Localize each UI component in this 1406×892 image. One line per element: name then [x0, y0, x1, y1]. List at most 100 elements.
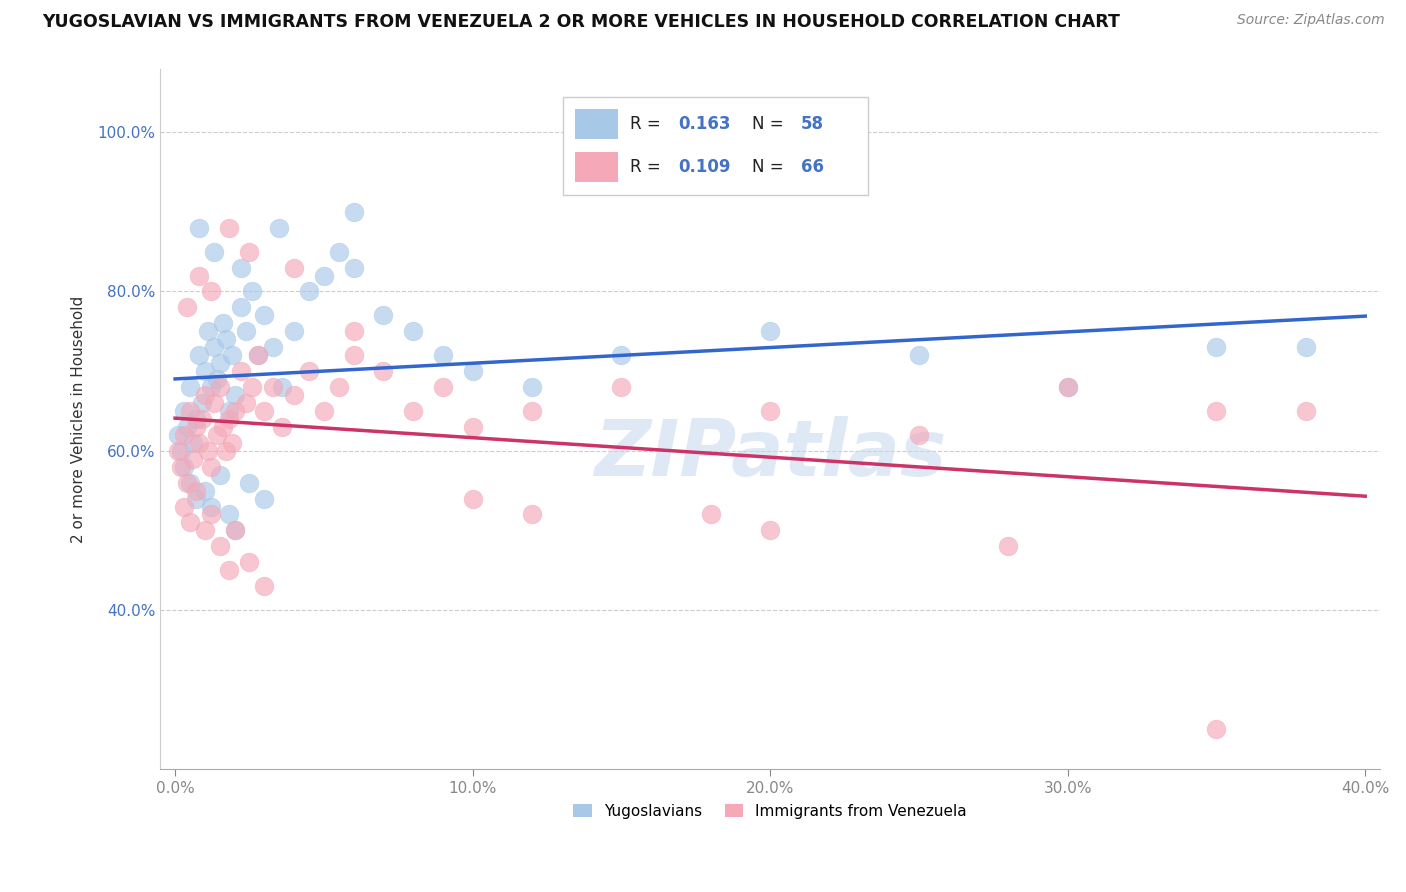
Point	[402, 324, 425, 338]
Point	[262, 380, 284, 394]
Text: Source: ZipAtlas.com: Source: ZipAtlas.com	[1237, 13, 1385, 28]
Point	[520, 508, 543, 522]
Point	[221, 348, 243, 362]
Point	[402, 404, 425, 418]
Point	[247, 348, 270, 362]
Point	[432, 348, 454, 362]
Point	[1056, 380, 1078, 394]
Point	[238, 475, 260, 490]
Point	[759, 524, 782, 538]
Point	[179, 380, 201, 394]
Point	[343, 260, 366, 275]
Point	[312, 268, 335, 283]
Point	[208, 467, 231, 482]
Point	[218, 412, 240, 426]
Point	[176, 420, 198, 434]
Point	[1056, 380, 1078, 394]
Point	[218, 404, 240, 418]
Point	[218, 563, 240, 577]
Point	[224, 404, 246, 418]
Point	[283, 260, 305, 275]
Point	[461, 420, 484, 434]
Point	[208, 539, 231, 553]
Point	[200, 508, 222, 522]
Point	[170, 443, 193, 458]
Point	[298, 364, 321, 378]
Point	[283, 388, 305, 402]
Point	[179, 516, 201, 530]
Point	[997, 539, 1019, 553]
Point	[610, 348, 633, 362]
Point	[759, 404, 782, 418]
Point	[173, 404, 195, 418]
Point	[224, 388, 246, 402]
Point	[194, 388, 217, 402]
Point	[269, 220, 291, 235]
Point	[200, 380, 222, 394]
Point	[271, 420, 294, 434]
Point	[176, 301, 198, 315]
Point	[202, 244, 225, 259]
Point	[461, 364, 484, 378]
Point	[179, 404, 201, 418]
Point	[194, 364, 217, 378]
Point	[191, 412, 214, 426]
Point	[208, 356, 231, 370]
Point	[520, 380, 543, 394]
Point	[187, 268, 209, 283]
Point	[184, 412, 207, 426]
Text: ZIPatlas: ZIPatlas	[593, 416, 946, 492]
Point	[908, 348, 931, 362]
Point	[253, 491, 276, 506]
Point	[1205, 404, 1227, 418]
Y-axis label: 2 or more Vehicles in Household: 2 or more Vehicles in Household	[72, 295, 86, 542]
Point	[1205, 340, 1227, 354]
Point	[253, 309, 276, 323]
Point	[170, 459, 193, 474]
Point	[229, 260, 252, 275]
Point	[221, 435, 243, 450]
Point	[373, 364, 395, 378]
Point	[187, 220, 209, 235]
Point	[205, 427, 228, 442]
Point	[229, 301, 252, 315]
Point	[229, 364, 252, 378]
Point	[253, 579, 276, 593]
Point	[167, 443, 190, 458]
Point	[343, 205, 366, 219]
Point	[235, 324, 257, 338]
Point	[699, 508, 721, 522]
Point	[184, 420, 207, 434]
Point	[238, 555, 260, 569]
Point	[200, 500, 222, 514]
Point	[187, 435, 209, 450]
Point	[181, 435, 204, 450]
Point	[461, 491, 484, 506]
Point	[271, 380, 294, 394]
Point	[262, 340, 284, 354]
Point	[1295, 340, 1317, 354]
Point	[205, 372, 228, 386]
Point	[208, 380, 231, 394]
Point	[167, 427, 190, 442]
Point	[238, 244, 260, 259]
Point	[184, 483, 207, 498]
Point	[253, 404, 276, 418]
Point	[187, 348, 209, 362]
Point	[181, 451, 204, 466]
Point	[908, 427, 931, 442]
Point	[298, 285, 321, 299]
Point	[176, 475, 198, 490]
Point	[191, 396, 214, 410]
Point	[328, 244, 350, 259]
Point	[197, 443, 219, 458]
Point	[343, 348, 366, 362]
Point	[235, 396, 257, 410]
Point	[328, 380, 350, 394]
Point	[242, 285, 264, 299]
Point	[184, 491, 207, 506]
Point	[202, 396, 225, 410]
Point	[520, 404, 543, 418]
Point	[202, 340, 225, 354]
Point	[218, 508, 240, 522]
